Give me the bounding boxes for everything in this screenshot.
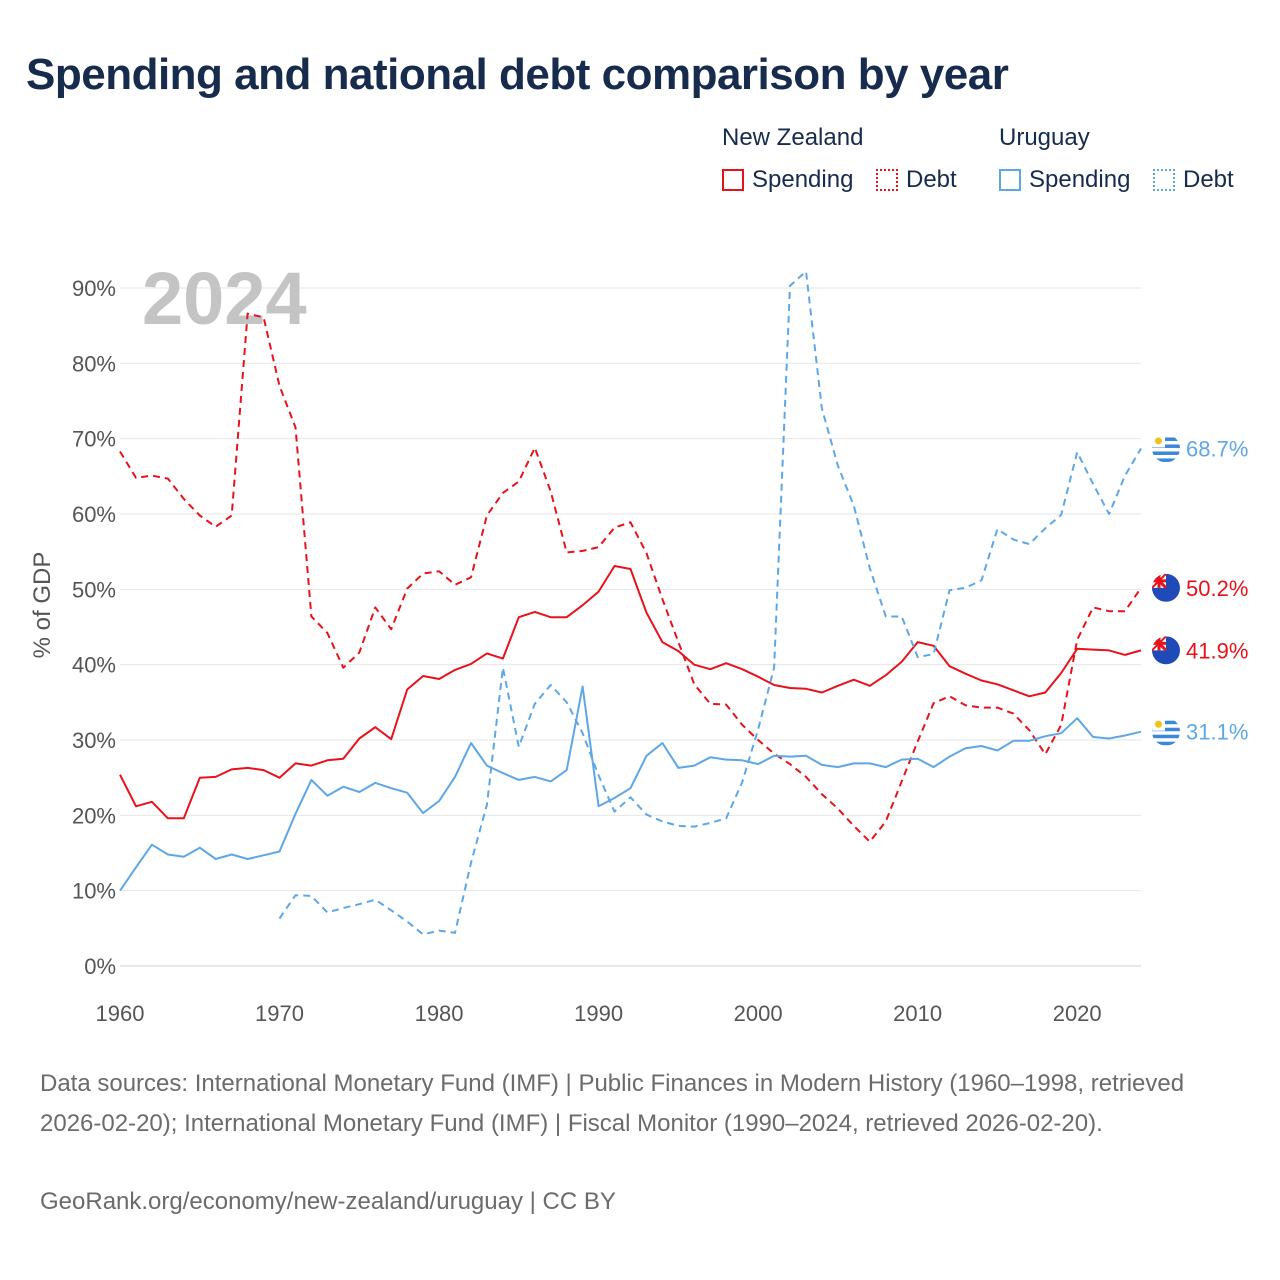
year-watermark: 2024 [142, 257, 307, 340]
legend-item-label: Debt [1183, 166, 1234, 193]
credit-link[interactable]: GeoRank.org/economy/new-zealand/uruguay … [40, 1188, 616, 1215]
new-zealand-flag-icon [1152, 573, 1180, 602]
y-tick-label: 60% [72, 502, 116, 527]
legend-item-nz-debt[interactable]: Debt [876, 166, 957, 194]
end-value-label: 31.1% [1186, 720, 1248, 745]
dotted-swatch-icon [876, 169, 898, 191]
series-line-new-zealand-spending [119, 565, 1142, 820]
x-tick-label: 1970 [255, 1001, 304, 1026]
end-value-label: 41.9% [1186, 638, 1248, 663]
x-tick-label: 1990 [574, 1001, 623, 1026]
x-tick-label: 1960 [96, 1001, 145, 1026]
series-line-new-zealand-debt [119, 312, 1142, 843]
new-zealand-flag-icon [1152, 636, 1180, 665]
y-tick-label: 90% [72, 276, 116, 301]
legend-item-label: Spending [1029, 166, 1131, 193]
x-tick-label: 2000 [734, 1001, 783, 1026]
solid-swatch-icon [722, 169, 744, 191]
legend-item-nz-spending[interactable]: Spending [722, 166, 853, 194]
legend-item-uy-spending[interactable]: Spending [999, 166, 1130, 194]
solid-swatch-icon [999, 169, 1021, 191]
x-tick-label: 2020 [1053, 1001, 1102, 1026]
legend-item-label: Spending [752, 166, 854, 193]
end-value-label: 50.2% [1186, 576, 1248, 601]
y-tick-label: 10% [72, 879, 116, 904]
y-axis-label: % of GDP [29, 552, 56, 659]
y-tick-label: 20% [72, 803, 116, 828]
y-tick-label: 30% [72, 728, 116, 753]
y-tick-label: 80% [72, 351, 116, 376]
y-tick-label: 0% [84, 954, 116, 979]
series-line-uruguay-debt [278, 270, 1142, 936]
series-line-uruguay-spending [119, 685, 1142, 892]
uruguay-flag-icon [1152, 434, 1180, 463]
data-sources-note: Data sources: International Monetary Fun… [40, 1070, 1185, 1137]
chart-title: Spending and national debt comparison by… [26, 50, 1009, 99]
x-tick-label: 1980 [415, 1001, 464, 1026]
legend-item-label: Debt [906, 166, 957, 193]
y-tick-label: 70% [72, 427, 116, 452]
end-value-label: 68.7% [1186, 436, 1248, 461]
y-tick-label: 50% [72, 577, 116, 602]
dotted-swatch-icon [1153, 169, 1175, 191]
legend-item-uy-debt[interactable]: Debt [1153, 166, 1234, 194]
y-tick-label: 40% [72, 653, 116, 678]
uruguay-flag-icon [1152, 717, 1180, 746]
x-tick-label: 2010 [893, 1001, 942, 1026]
legend-group-new-zealand: New Zealand [722, 124, 864, 151]
legend-group-uruguay: Uruguay [999, 124, 1090, 151]
